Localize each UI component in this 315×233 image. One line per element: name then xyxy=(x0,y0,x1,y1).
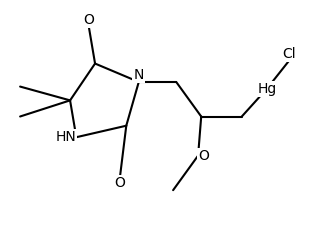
Text: N: N xyxy=(134,68,144,82)
Text: O: O xyxy=(198,149,209,163)
Text: Hg: Hg xyxy=(257,82,276,96)
Text: HN: HN xyxy=(55,130,76,144)
Text: O: O xyxy=(83,13,94,27)
Text: Cl: Cl xyxy=(282,47,295,61)
Text: O: O xyxy=(115,176,125,190)
